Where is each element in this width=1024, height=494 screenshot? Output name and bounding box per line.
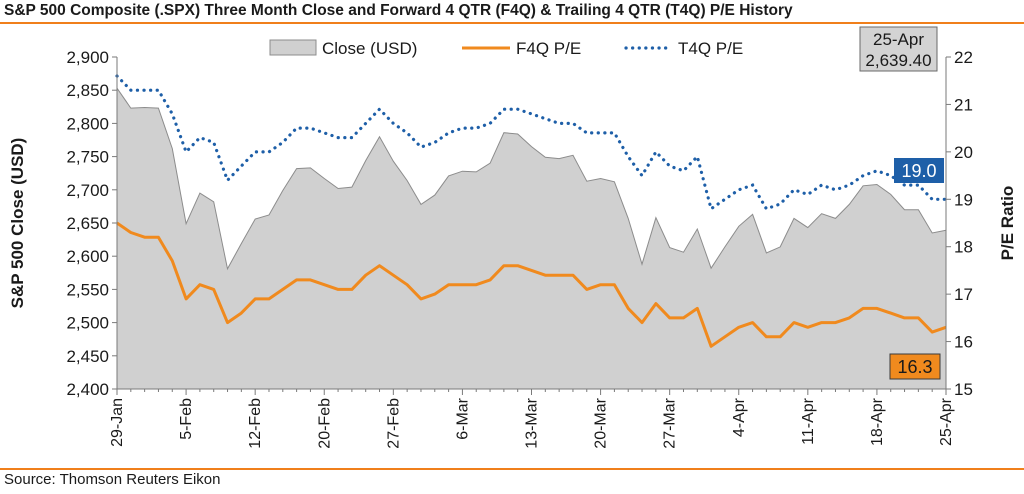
close-area <box>117 88 946 389</box>
x-tick-label: 27-Feb <box>385 398 402 449</box>
legend-close-swatch <box>269 39 317 56</box>
left-tick-label: 2,650 <box>66 214 109 233</box>
right-tick-label: 19 <box>954 190 973 209</box>
chart-svg: 2,400 2,450 2,500 2,550 2,600 2,650 2,700 2,750… <box>8 26 1017 449</box>
left-tick-label: 2,500 <box>66 314 109 333</box>
x-tick-label: 5-Feb <box>178 398 195 440</box>
x-tick-label: 4-Apr <box>731 397 748 437</box>
left-tick-label: 2,550 <box>66 280 109 299</box>
f4q-line <box>116 221 947 348</box>
left-tick-label: 2,750 <box>66 148 109 167</box>
left-tick-label: 2,400 <box>66 380 109 399</box>
chart-title: S&P 500 Composite (.SPX) Three Month Clo… <box>4 2 793 19</box>
legend-t4q-label: T4Q P/E <box>678 39 743 58</box>
f4q-end-label: 16.3 <box>897 357 932 377</box>
left-tick-label: 2,700 <box>66 181 109 200</box>
legend-f4q-label: F4Q P/E <box>516 39 581 58</box>
right-axis-title: P/E Ratio <box>998 186 1017 261</box>
annotation-close: 2,639.40 <box>865 51 931 70</box>
bottom-rule <box>0 468 1024 470</box>
f4q-end-label-bg <box>889 353 941 380</box>
x-tick-label: 25-Apr <box>938 397 955 446</box>
x-tick-label: 27-Mar <box>662 397 679 448</box>
annotation-box <box>859 26 938 72</box>
x-tick-label: 11-Apr <box>800 397 817 445</box>
right-tick-label: 16 <box>954 333 973 352</box>
left-tick-label: 2,850 <box>66 81 109 100</box>
t4q-line <box>115 74 948 212</box>
left-tick-label: 2,900 <box>66 48 109 67</box>
right-tick-label: 15 <box>954 380 973 399</box>
x-tick-label: 13-Mar <box>524 397 541 448</box>
right-tick-label: 20 <box>954 143 973 162</box>
t4q-end-label-bg <box>894 158 944 183</box>
left-tick-label: 2,450 <box>66 347 109 366</box>
right-tick-label: 21 <box>954 95 973 114</box>
right-tick-label: 22 <box>954 48 973 67</box>
left-axis-title: S&P 500 Close (USD) <box>8 138 27 309</box>
x-tick-label: 18-Apr <box>869 397 886 446</box>
source-note: Source: Thomson Reuters Eikon <box>4 471 221 488</box>
right-tick-label: 18 <box>954 238 973 257</box>
x-tick-label: 20-Feb <box>316 398 333 449</box>
annotation-date: 25-Apr <box>873 30 924 49</box>
x-tick-label: 29-Jan <box>109 398 126 447</box>
close-line <box>116 87 947 271</box>
left-tick-label: 2,600 <box>66 247 109 266</box>
right-tick-label: 17 <box>954 285 973 304</box>
left-tick-label: 2,800 <box>66 114 109 133</box>
x-tick-label: 20-Mar <box>593 397 610 448</box>
t4q-end-label: 19.0 <box>901 161 936 181</box>
top-rule <box>0 22 1024 24</box>
x-tick-label: 12-Feb <box>247 398 264 449</box>
legend-close-label: Close (USD) <box>322 39 417 58</box>
x-tick-label: 6-Mar <box>454 397 471 439</box>
